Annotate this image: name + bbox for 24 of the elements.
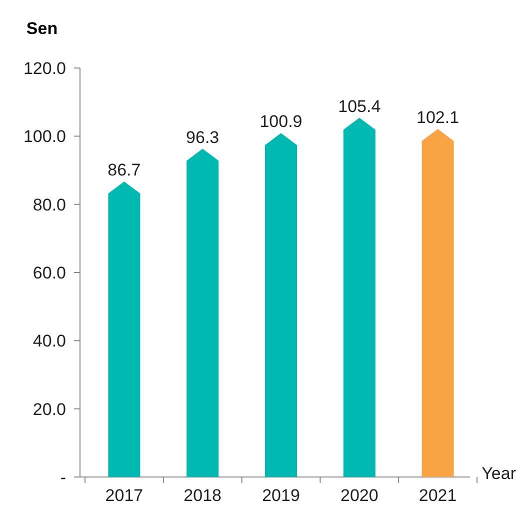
x-tick-label: 2021 <box>418 486 457 505</box>
y-tick-label: 60.0 <box>32 264 66 282</box>
y-axis-title: Sen <box>26 19 58 38</box>
bar <box>186 148 219 477</box>
data-label: 100.9 <box>260 112 302 132</box>
y-tick-label: 20.0 <box>32 400 66 419</box>
x-tick-label: 2019 <box>262 486 300 505</box>
bar <box>265 133 297 477</box>
data-label: 96.3 <box>186 128 220 147</box>
x-tick-label: 2017 <box>105 486 144 505</box>
y-tick-label: - <box>60 468 66 487</box>
bar <box>108 181 140 477</box>
data-label: 105.4 <box>338 96 381 116</box>
y-tick-label: 40.0 <box>32 332 66 351</box>
y-tick-label: 100.0 <box>23 127 66 146</box>
data-label: 102.1 <box>416 108 460 128</box>
data-label: 86.7 <box>108 160 141 180</box>
x-tick-label: 2020 <box>340 486 378 505</box>
x-tick-label: 2018 <box>184 486 222 505</box>
bar <box>343 118 376 477</box>
y-tick-label: 80.0 <box>32 195 66 214</box>
y-tick-label: 120.0 <box>23 59 66 78</box>
bar <box>422 129 454 477</box>
x-axis-title: Year <box>482 464 516 483</box>
